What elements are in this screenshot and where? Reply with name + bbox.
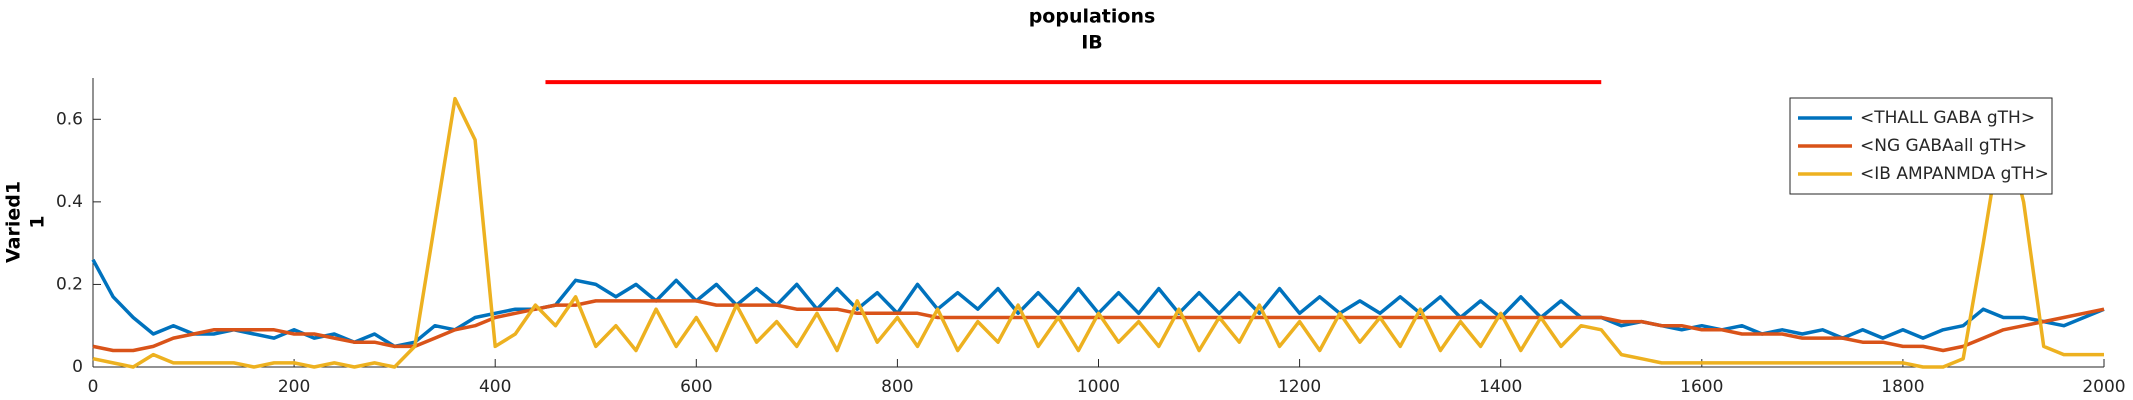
x-tick-label: 1800 bbox=[1881, 377, 1924, 397]
y-axis-label: 1 bbox=[27, 215, 49, 228]
x-tick-label: 400 bbox=[479, 377, 511, 397]
x-tick-label: 2000 bbox=[2082, 377, 2125, 397]
x-tick-label: 0 bbox=[88, 377, 99, 397]
chart-subtitle: IB bbox=[1081, 32, 1103, 54]
x-tick-label: 1200 bbox=[1278, 377, 1321, 397]
series-line bbox=[92, 96, 2104, 369]
x-tick-label: 200 bbox=[278, 377, 310, 397]
y-tick-label: 0.4 bbox=[56, 192, 83, 212]
x-tick-label: 800 bbox=[881, 377, 913, 397]
legend-label: <NG GABAall gTH> bbox=[1860, 136, 2027, 156]
legend-label: <IB AMPANMDA gTH> bbox=[1860, 164, 2049, 184]
y-tick-label: 0.6 bbox=[56, 109, 83, 129]
series-line bbox=[92, 299, 2105, 353]
x-tick-label: 600 bbox=[680, 377, 712, 397]
y-tick-label: 0.2 bbox=[56, 274, 83, 294]
y-tick-label: 0 bbox=[72, 357, 83, 377]
x-tick-label: 1600 bbox=[1680, 377, 1723, 397]
legend-label: <THALL GABA gTH> bbox=[1860, 108, 2035, 128]
y-axis-label: Varied1 bbox=[3, 181, 25, 263]
x-tick-label: 1000 bbox=[1077, 377, 1120, 397]
x-tick-label: 1400 bbox=[1479, 377, 1522, 397]
chart-title: populations bbox=[1029, 6, 1156, 28]
